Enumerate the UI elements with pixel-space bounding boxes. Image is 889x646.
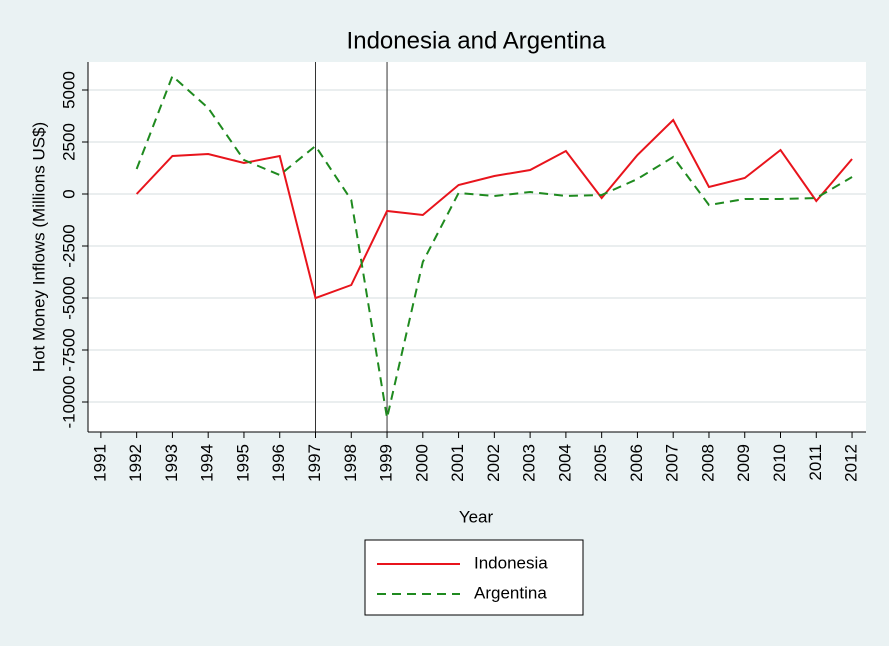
x-tick-label: 2005 [591,444,610,482]
x-tick-label: 2002 [484,444,503,482]
y-tick-label: -2500 [59,224,78,267]
chart-title: Indonesia and Argentina [347,27,607,54]
legend-box [364,539,584,616]
legend-label: Argentina [474,583,547,602]
x-tick-label: 2001 [448,444,467,482]
y-axis-label: Hot Money Inflows (Millions US$) [29,122,48,372]
x-tick-label: 2010 [770,444,789,482]
x-tick-label: 1996 [269,444,288,482]
plot-area [88,62,866,432]
y-tick-label: -5000 [59,276,78,319]
x-axis-label: Year [459,507,494,526]
x-tick-label: 2011 [806,444,825,481]
x-tick-label: 2009 [734,444,753,482]
x-tick-label: 2008 [698,444,717,482]
x-tick-label: 2012 [842,444,861,482]
x-tick-label: 2007 [663,444,682,482]
series-line [135,74,853,419]
x-tick-label: 1998 [341,444,360,482]
y-tick-label: -7500 [59,328,78,371]
y-tick-label: 5000 [59,71,78,109]
x-tick-label: 1991 [90,444,109,482]
legend-label: Indonesia [474,553,548,572]
x-tick-label: 1995 [233,444,252,482]
x-tick-label: 2006 [627,444,646,482]
x-tick-label: 2003 [520,444,539,482]
series-line [135,118,853,300]
y-tick-label: 2500 [59,123,78,161]
x-tick-label: 2004 [555,444,574,482]
x-tick-label: 1994 [198,444,217,482]
y-tick-label: 0 [59,189,78,198]
legend: Indonesia Argentina [377,553,548,602]
x-tick-label: 1997 [305,444,324,482]
x-tick-label: 1999 [377,444,396,482]
x-tick-label: 2000 [412,444,431,482]
x-tick-label: 1993 [162,444,181,482]
y-tick-label: -10000 [59,376,78,429]
x-tick-label: 1992 [126,444,145,482]
